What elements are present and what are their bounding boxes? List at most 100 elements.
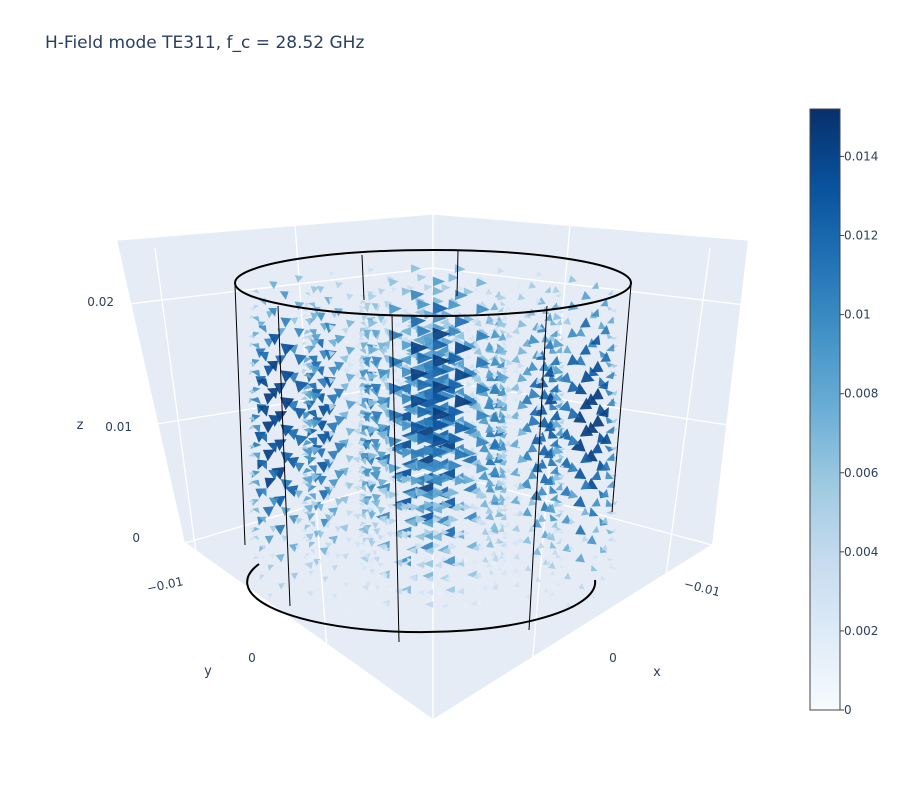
- field-cone: [248, 425, 256, 430]
- field-cone: [473, 347, 483, 356]
- field-cone: [558, 337, 565, 342]
- cylinder-generator: [391, 313, 400, 643]
- field-cone: [263, 365, 276, 377]
- field-cone: [512, 425, 519, 431]
- field-cone: [452, 308, 460, 315]
- field-cone: [359, 586, 364, 589]
- field-cone: [371, 302, 379, 311]
- field-cone: [580, 507, 590, 516]
- field-cone: [604, 445, 616, 453]
- field-cone: [306, 409, 318, 419]
- field-cone: [269, 281, 278, 290]
- field-cone: [301, 480, 309, 484]
- field-cone: [441, 528, 450, 536]
- field-cone: [363, 306, 370, 313]
- field-cone: [476, 409, 491, 421]
- field-cone: [318, 489, 330, 501]
- field-cone: [328, 350, 336, 358]
- field-cone: [517, 346, 528, 356]
- field-cone: [606, 452, 615, 462]
- field-cone: [448, 460, 463, 472]
- field-cone: [248, 408, 254, 411]
- field-cone: [590, 334, 601, 345]
- field-cone: [458, 530, 466, 537]
- field-cone: [500, 300, 506, 306]
- field-cone: [558, 565, 565, 569]
- field-cone: [461, 518, 468, 524]
- field-cone: [379, 515, 387, 523]
- field-cone: [371, 329, 381, 339]
- field-cone: [505, 332, 514, 339]
- field-cone: [249, 565, 255, 568]
- field-cone: [501, 314, 508, 318]
- field-cone: [501, 421, 509, 426]
- field-cone: [579, 424, 594, 437]
- field-cone: [304, 561, 314, 570]
- field-cone: [410, 341, 429, 356]
- field-cone: [601, 516, 608, 524]
- field-cone: [475, 356, 491, 368]
- field-cone: [370, 383, 382, 394]
- field-cone: [358, 382, 368, 388]
- field-cone: [499, 543, 507, 548]
- colorbar-tick-label: 0.006: [844, 466, 878, 480]
- field-cone: [549, 541, 557, 549]
- field-cone: [335, 281, 343, 289]
- field-cone: [562, 317, 571, 325]
- field-cone: [315, 503, 324, 512]
- field-cone: [607, 290, 613, 296]
- field-cone: [328, 457, 336, 464]
- field-cone: [501, 532, 508, 536]
- field-cone: [610, 390, 618, 396]
- field-cone: [592, 525, 600, 533]
- field-cone: [501, 425, 509, 430]
- field-cone: [423, 322, 434, 331]
- y-axis-title: y: [204, 664, 212, 679]
- field-cone: [495, 566, 501, 571]
- field-cone: [361, 442, 370, 450]
- field-cone: [362, 537, 369, 543]
- field-cone: [391, 477, 398, 484]
- field-cone: [419, 489, 434, 501]
- cylinder-generator: [361, 254, 365, 301]
- field-cone: [360, 542, 366, 546]
- field-cone: [398, 408, 405, 415]
- field-cone: [347, 442, 354, 448]
- field-cone: [535, 457, 543, 465]
- field-cone: [520, 422, 532, 433]
- field-cone: [497, 470, 506, 479]
- field-cone: [568, 517, 576, 525]
- field-cone: [269, 553, 275, 559]
- field-cone: [388, 409, 404, 422]
- field-cone: [414, 308, 425, 317]
- field-cone: [393, 559, 403, 567]
- field-cone: [401, 393, 416, 405]
- field-cone: [410, 448, 426, 460]
- field-cone: [490, 550, 497, 556]
- field-cone: [281, 535, 289, 542]
- field-cone: [293, 407, 307, 420]
- field-cone: [274, 411, 287, 423]
- field-cone: [487, 557, 494, 564]
- field-cone: [401, 475, 412, 485]
- field-cone: [328, 478, 339, 489]
- field-cone: [492, 560, 498, 566]
- field-cone: [424, 390, 440, 403]
- field-cone: [249, 315, 255, 320]
- field-cone: [454, 367, 473, 382]
- field-cone: [492, 452, 499, 458]
- field-cone: [401, 447, 415, 459]
- field-cone: [248, 325, 254, 328]
- field-cone: [307, 513, 316, 522]
- field-cone: [432, 529, 441, 536]
- cylinder-left-edge: [234, 284, 246, 546]
- field-cone: [598, 380, 609, 390]
- colorbar[interactable]: [809, 108, 841, 711]
- field-cone: [558, 364, 565, 369]
- y-tick-label: −0.01: [146, 574, 185, 595]
- field-cone: [541, 334, 551, 343]
- field-cone: [607, 563, 613, 569]
- field-cone: [410, 367, 429, 382]
- field-cone: [262, 449, 276, 462]
